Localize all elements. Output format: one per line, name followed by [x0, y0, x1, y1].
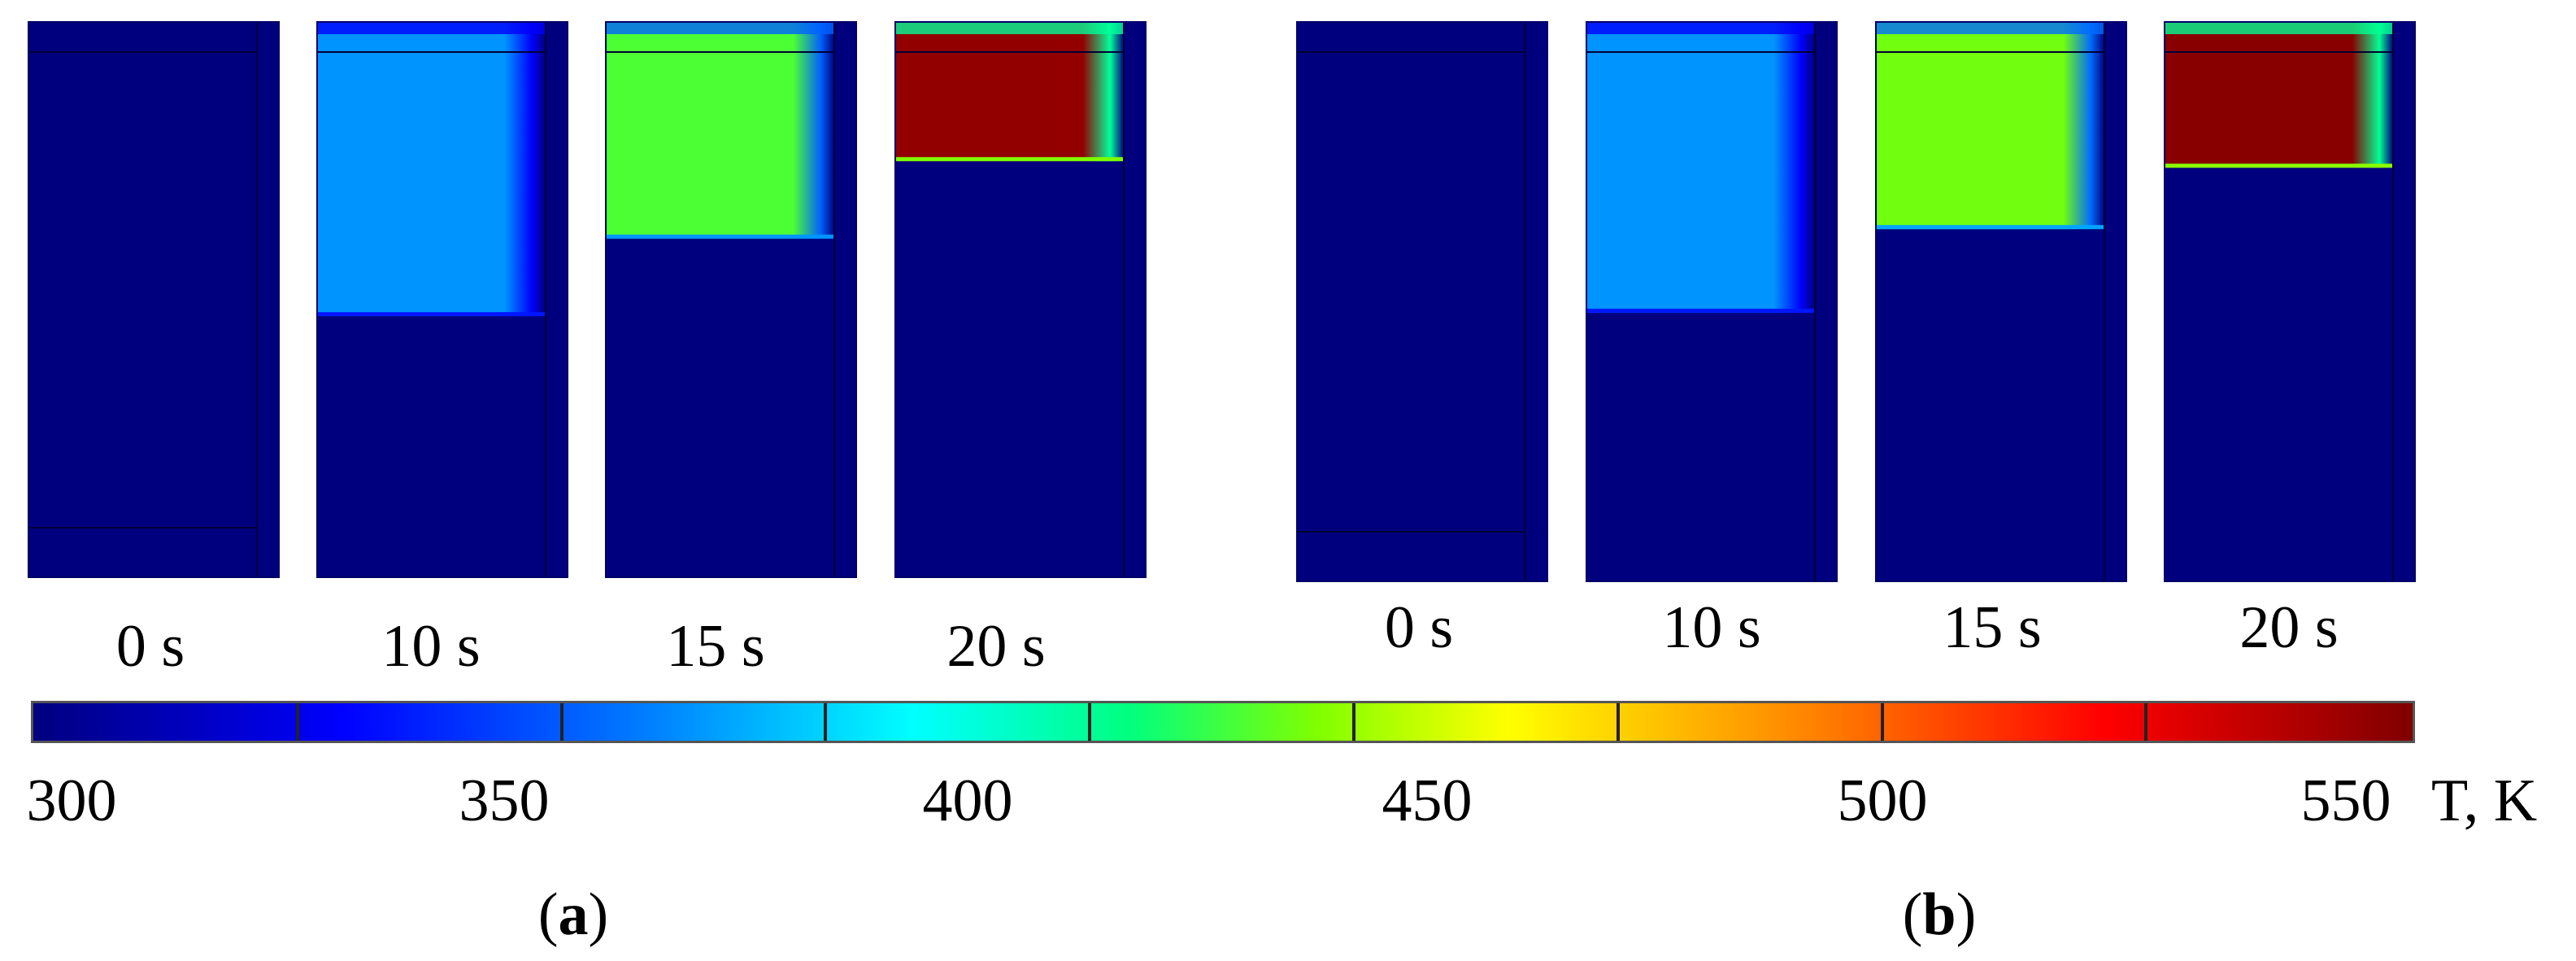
top-boundary-layer [607, 23, 834, 34]
subfigure-label-a: (a) [537, 881, 609, 948]
cold-region [1298, 23, 1547, 581]
panel-field-svg [29, 23, 278, 576]
colorbar-tick-label: 400 [922, 767, 1013, 834]
heated-region [1587, 23, 1815, 313]
panel-a-15s [605, 21, 857, 578]
heating-front [1877, 224, 2104, 229]
time-label-b-0: 0 s [1384, 594, 1454, 661]
colorbar-tick-mark [559, 703, 564, 741]
colorbar-unit-label: T, K [2431, 767, 2538, 834]
panel-b-20s [2164, 21, 2416, 582]
time-label-b-3: 20 s [2239, 594, 2339, 661]
panel-a-0s [28, 21, 280, 578]
colorbar-tick-mark [1616, 703, 1620, 741]
temperature-colorbar [31, 701, 2415, 743]
colorbar-tick-mark [1088, 703, 1092, 741]
panel-a-10s [316, 21, 568, 578]
panel-field-svg [2165, 23, 2414, 581]
panel-field-svg [607, 23, 855, 576]
cold-region [29, 23, 278, 576]
heating-front [318, 311, 546, 316]
heated-region [607, 23, 834, 239]
panel-b-10s [1586, 21, 1838, 582]
time-label-b-2: 15 s [1943, 594, 2042, 661]
heated-region [2165, 23, 2393, 168]
heating-front [1587, 308, 1815, 313]
panel-b-0s [1296, 21, 1548, 582]
subfigure-label-b: (b) [1902, 881, 1977, 948]
top-boundary-layer [2165, 23, 2393, 34]
time-label-a-0: 0 s [115, 613, 185, 680]
colorbar-tick-label: 350 [459, 767, 550, 834]
colorbar-tick-label: 550 [2300, 767, 2391, 834]
panel-b-15s [1875, 21, 2127, 582]
colorbar-tick-label: 450 [1382, 767, 1473, 834]
heated-region [318, 23, 546, 316]
colorbar-tick-mark [1880, 703, 1884, 741]
colorbar-tick-mark [2144, 703, 2148, 741]
panel-field-svg [1877, 23, 2126, 581]
top-boundary-layer [1587, 23, 1815, 34]
panel-a-20s [894, 21, 1147, 578]
heated-region [1877, 23, 2104, 229]
panel-field-svg [1298, 23, 1547, 581]
panel-field-svg [1587, 23, 1836, 581]
colorbar-tick-mark [1351, 703, 1355, 741]
time-label-a-3: 20 s [946, 613, 1046, 680]
subfigure-label-b-text: b [1922, 881, 1956, 948]
panel-field-svg [896, 23, 1145, 576]
top-boundary-layer [896, 23, 1124, 34]
top-boundary-layer [1877, 23, 2104, 34]
heated-region [896, 23, 1124, 162]
panel-field-svg [318, 23, 567, 576]
colorbar-tick-mark [824, 703, 828, 741]
time-label-b-1: 10 s [1662, 594, 1761, 661]
heating-front [896, 157, 1124, 162]
time-label-a-2: 15 s [666, 613, 765, 680]
colorbar-tick-label: 500 [1837, 767, 1928, 834]
colorbar-tick-mark [295, 703, 299, 741]
heating-front [607, 234, 834, 239]
time-label-a-1: 10 s [381, 613, 481, 680]
colorbar-tick-label: 300 [26, 767, 117, 834]
heating-front [2165, 163, 2393, 168]
subfigure-label-a-text: a [558, 881, 589, 948]
top-boundary-layer [318, 23, 546, 34]
